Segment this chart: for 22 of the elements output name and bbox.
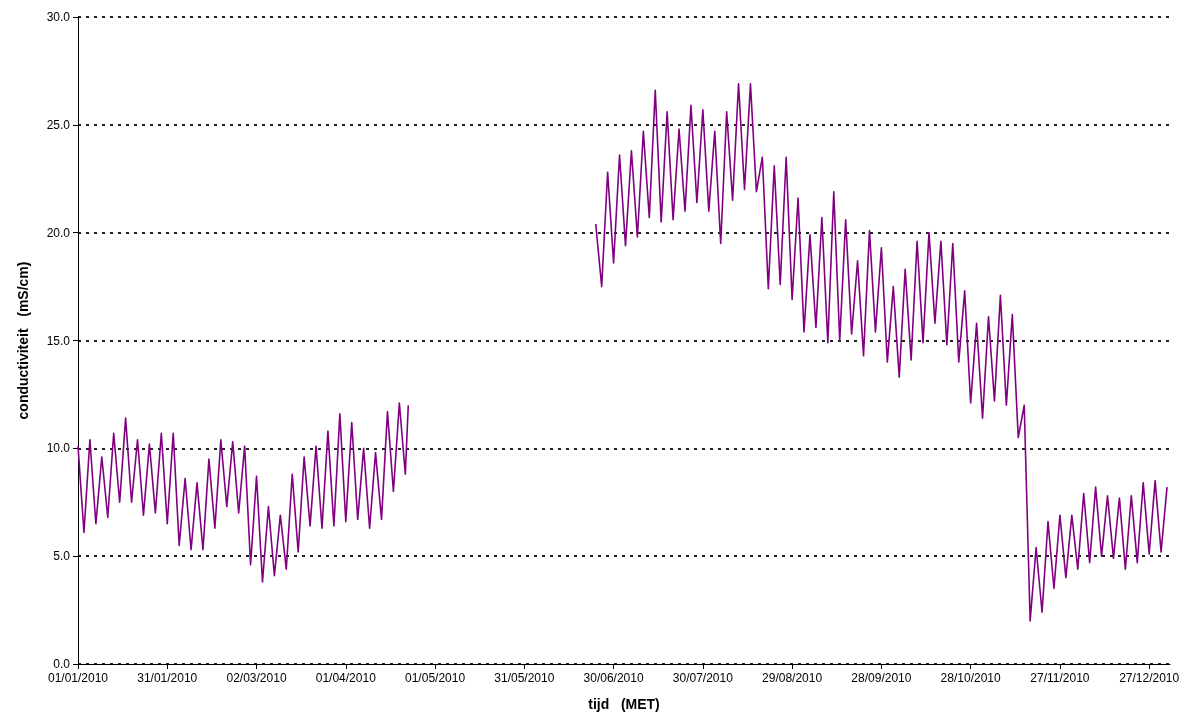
x-tick-label: 01/04/2010 bbox=[315, 671, 377, 685]
x-tick-label: 27/12/2010 bbox=[1119, 671, 1180, 685]
x-tick-label: 01/01/2010 bbox=[47, 671, 109, 685]
y-tick-label: 5.0 bbox=[53, 549, 71, 564]
y-tick-label: 0.0 bbox=[53, 657, 71, 671]
x-tick-label: 30/07/2010 bbox=[672, 671, 734, 685]
x-tick-label: 27/11/2010 bbox=[1030, 671, 1090, 685]
x-tick-label: 29/08/2010 bbox=[762, 671, 823, 685]
x-tick-label: 02/03/2010 bbox=[226, 671, 287, 685]
y-tick-label: 25.0 bbox=[46, 117, 71, 132]
x-tick-label: 31/01/2010 bbox=[137, 671, 198, 685]
y-tick-label: 10.0 bbox=[46, 441, 71, 456]
x-tick-label: 31/05/2010 bbox=[494, 671, 555, 685]
x-tick-label: 28/09/2010 bbox=[851, 671, 912, 685]
y-tick-label: 15.0 bbox=[46, 333, 71, 348]
x-tick-label: 01/05/2010 bbox=[405, 671, 466, 685]
y-tick-label: 30.0 bbox=[46, 10, 71, 24]
x-tick-label: 28/10/2010 bbox=[940, 671, 1001, 685]
x-tick-label: 30/06/2010 bbox=[583, 671, 644, 685]
y-axis-title: conductiviteit (mS/cm) bbox=[15, 261, 31, 420]
x-axis-title: tijd (MET) bbox=[588, 696, 660, 712]
y-tick-label: 20.0 bbox=[46, 225, 71, 240]
